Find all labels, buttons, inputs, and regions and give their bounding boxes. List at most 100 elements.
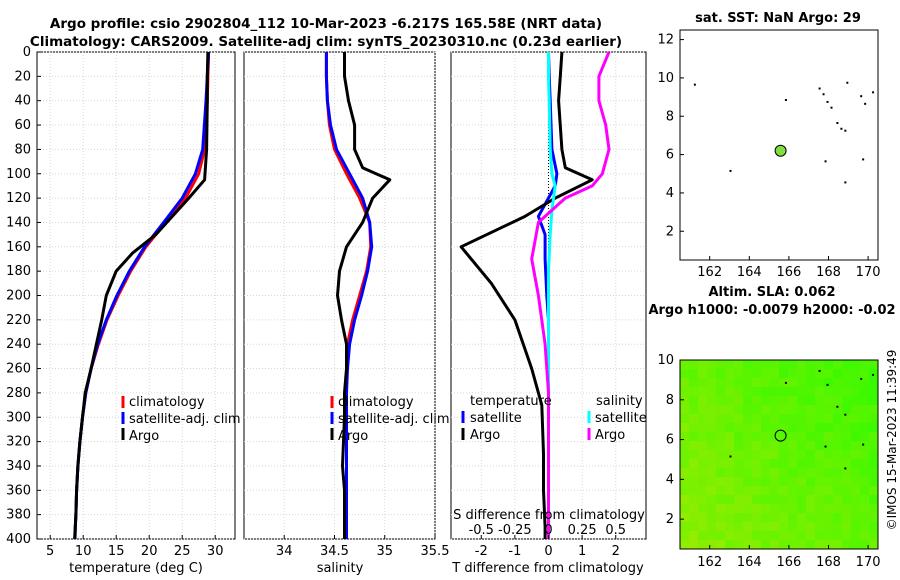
sla-cell	[716, 468, 725, 477]
sla-cell	[770, 387, 779, 396]
argo-location-marker	[774, 144, 787, 157]
sla-cell	[788, 378, 797, 387]
sla-cell	[851, 477, 860, 486]
x-tick-label: 168	[816, 555, 841, 570]
sla-cell	[869, 405, 878, 414]
sla-cell	[725, 387, 734, 396]
sla-cell	[779, 414, 788, 423]
island-dot	[860, 95, 863, 98]
sla-cell	[752, 396, 761, 405]
sla-cell	[725, 414, 734, 423]
legend-label-s-argo: Argo	[595, 428, 625, 443]
sla-cell	[788, 432, 797, 441]
sla-cell	[734, 540, 743, 549]
sla-cell	[869, 432, 878, 441]
title-line-2: Climatology: CARS2009. Satellite-adj cli…	[30, 34, 622, 50]
sla-cell	[842, 360, 851, 369]
sla-cell	[770, 486, 779, 495]
sst-map-title: sat. SST: NaN Argo: 29	[695, 11, 861, 26]
sla-cell	[716, 540, 725, 549]
y-tick-label: 280	[6, 386, 31, 401]
sla-cell	[797, 468, 806, 477]
sla-cell	[788, 540, 797, 549]
sla-cell	[824, 378, 833, 387]
sla-cell	[689, 441, 698, 450]
sla-cell	[725, 360, 734, 369]
sla-cell	[716, 513, 725, 522]
sla-cell	[689, 378, 698, 387]
sla-cell	[788, 531, 797, 540]
legend-label-s-satellite: satellite	[595, 411, 647, 426]
sla-cell	[752, 459, 761, 468]
sla-cell	[698, 495, 707, 504]
sla-cell	[761, 513, 770, 522]
sla-cell	[761, 405, 770, 414]
sla-cell	[806, 423, 815, 432]
sla-cell	[743, 423, 752, 432]
y-tick-label: 240	[6, 337, 31, 352]
sla-cell	[734, 477, 743, 486]
sla-cell	[743, 513, 752, 522]
sla-cell	[761, 477, 770, 486]
sla-cell	[689, 369, 698, 378]
sla-cell	[752, 423, 761, 432]
sla-cell	[725, 477, 734, 486]
sla-cell	[779, 513, 788, 522]
sla-cell	[797, 414, 806, 423]
island-dot	[836, 122, 839, 124]
sla-cell	[743, 540, 752, 549]
sla-cell	[869, 504, 878, 513]
sla-cell	[743, 495, 752, 504]
sla-cell	[842, 414, 851, 423]
sla-cell	[689, 459, 698, 468]
sla-cell	[851, 459, 860, 468]
sla-cell	[770, 414, 779, 423]
sla-cell	[734, 432, 743, 441]
sla-cell	[824, 450, 833, 459]
sla-cell	[797, 504, 806, 513]
sla-cell	[824, 504, 833, 513]
x-tick-label: 34.5	[320, 544, 349, 559]
sla-cell	[842, 423, 851, 432]
sla-cell	[689, 423, 698, 432]
sla-cell	[698, 540, 707, 549]
sla-cell	[743, 522, 752, 531]
salinity-xlabel: salinity	[317, 561, 364, 576]
sla-cell	[824, 441, 833, 450]
sla-cell	[779, 540, 788, 549]
sla-cell	[680, 360, 689, 369]
sla-cell	[707, 450, 716, 459]
sla-cell	[833, 360, 842, 369]
island-dot	[729, 455, 732, 458]
sla-cell	[752, 522, 761, 531]
x-tick-label: -2	[475, 544, 488, 559]
sla-cell	[797, 378, 806, 387]
sla-cell	[824, 477, 833, 486]
sla-cell	[842, 513, 851, 522]
sla-cell	[860, 531, 869, 540]
sla-cell	[707, 468, 716, 477]
sla-cell	[725, 486, 734, 495]
island-dot	[846, 81, 849, 84]
sla-cell	[860, 414, 869, 423]
sla-cell	[689, 504, 698, 513]
legend-label-argo: Argo	[338, 429, 368, 444]
sla-cell	[842, 531, 851, 540]
sla-cell	[842, 522, 851, 531]
sla-cell	[680, 441, 689, 450]
sla-cell	[824, 369, 833, 378]
sla-cell	[806, 387, 815, 396]
sla-cell	[761, 486, 770, 495]
sla-cell	[752, 513, 761, 522]
sla-cell	[806, 504, 815, 513]
y-tick-label: 8	[666, 109, 674, 124]
sla-cell	[734, 522, 743, 531]
sla-cell	[824, 522, 833, 531]
sla-cell	[779, 432, 788, 441]
sla-cell	[698, 387, 707, 396]
sla-cell	[770, 441, 779, 450]
sla-cell	[680, 495, 689, 504]
sla-cell	[851, 486, 860, 495]
sla-cell	[833, 522, 842, 531]
sla-cell	[779, 504, 788, 513]
